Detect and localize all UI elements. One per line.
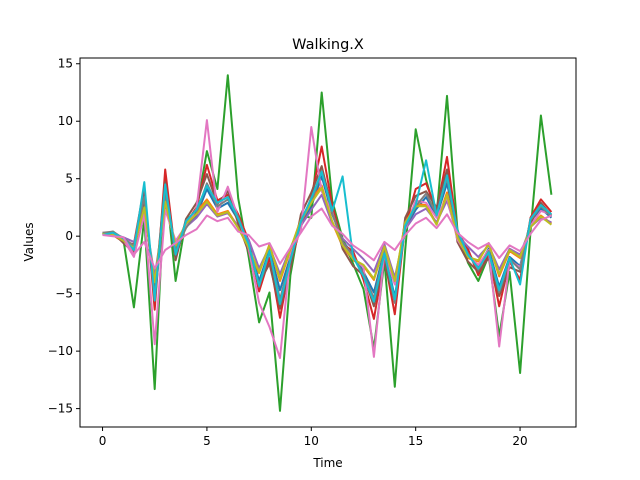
y-tick-label: −5 — [55, 287, 73, 301]
x-tick-label: 10 — [304, 434, 319, 448]
plot-frame — [79, 57, 577, 428]
y-tick-label: −15 — [48, 402, 73, 416]
y-axis: −15 −10 −5 0 5 10 15 — [48, 57, 80, 416]
x-tick-label: 15 — [408, 434, 423, 448]
x-axis-label: Time — [312, 456, 342, 470]
y-tick-label: 10 — [58, 114, 73, 128]
series-line-3 — [102, 74, 553, 412]
y-tick-label: 15 — [58, 57, 73, 71]
x-tick-label: 0 — [99, 434, 107, 448]
x-tick-label: 5 — [203, 434, 211, 448]
y-tick-label: 5 — [65, 172, 73, 186]
y-tick-label: −10 — [48, 344, 73, 358]
x-axis: 0 5 10 15 20 — [99, 427, 528, 448]
series-line-10 — [102, 159, 553, 305]
y-tick-label: 0 — [65, 229, 73, 243]
series-line-11 — [102, 207, 552, 270]
y-axis-label: Values — [22, 222, 36, 261]
series-layer — [102, 74, 553, 412]
chart-title: Walking.X — [292, 37, 364, 53]
x-tick-label: 20 — [512, 434, 527, 448]
